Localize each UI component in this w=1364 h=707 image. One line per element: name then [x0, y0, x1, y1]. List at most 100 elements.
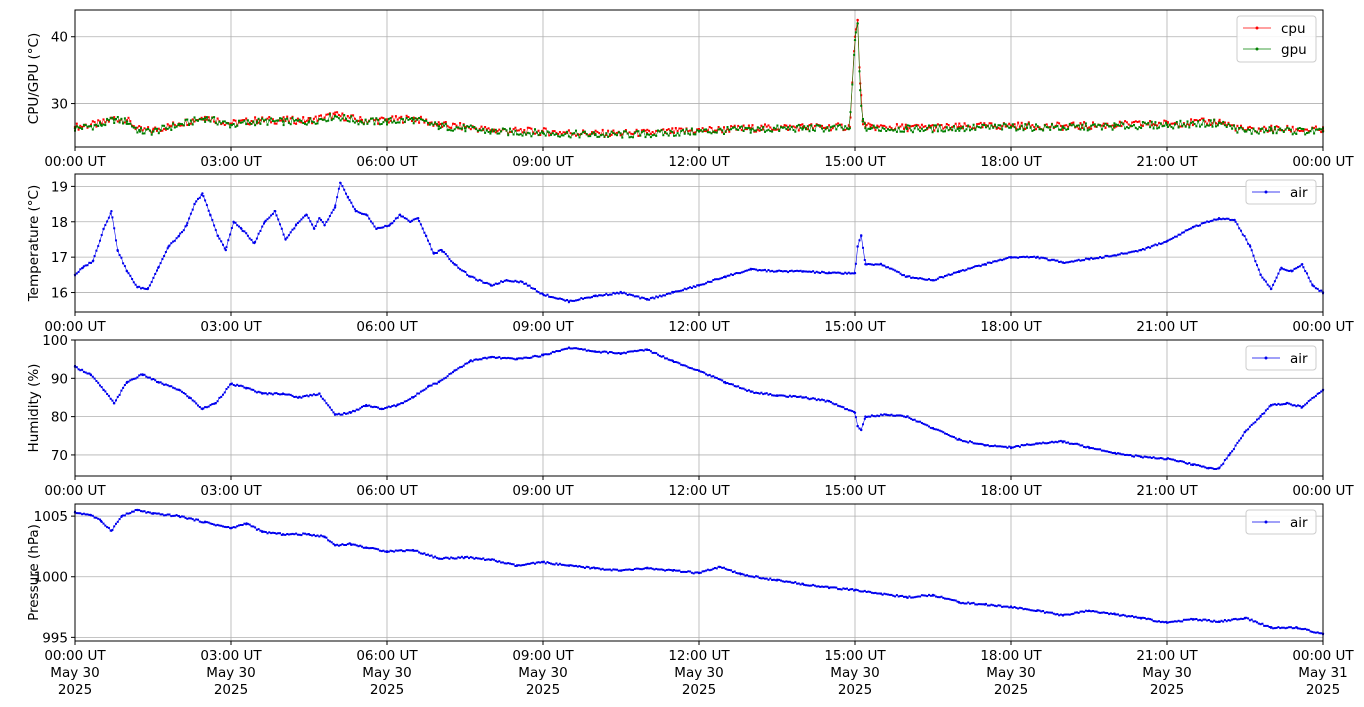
- data-point: [544, 294, 547, 297]
- data-point: [767, 578, 770, 581]
- data-point: [1293, 404, 1296, 407]
- data-point-anchor: [801, 582, 805, 586]
- data-point: [582, 348, 585, 351]
- data-point: [460, 555, 463, 558]
- data-point: [1109, 125, 1112, 128]
- data-point: [382, 121, 385, 124]
- data-point: [849, 272, 852, 275]
- data-point: [542, 353, 545, 356]
- data-point-anchor: [281, 533, 285, 536]
- data-point-anchor: [1295, 626, 1299, 629]
- data-point: [890, 128, 893, 131]
- data-point: [587, 349, 590, 352]
- data-point: [273, 120, 276, 123]
- data-point: [981, 123, 984, 126]
- data-point: [539, 132, 542, 135]
- data-point: [1268, 126, 1271, 129]
- data-point-anchor: [365, 546, 368, 549]
- data-point: [405, 217, 408, 220]
- data-point: [352, 114, 355, 117]
- data-point: [1240, 126, 1242, 129]
- data-point: [296, 117, 299, 120]
- data-point: [366, 404, 369, 407]
- data-point: [409, 549, 412, 552]
- data-point: [1165, 120, 1168, 123]
- data-point: [182, 229, 185, 232]
- data-point: [302, 532, 305, 535]
- data-point: [1199, 119, 1201, 121]
- data-point: [209, 404, 212, 407]
- data-point: [899, 414, 902, 417]
- data-point-anchor: [146, 287, 149, 291]
- data-point: [952, 271, 955, 274]
- data-point: [997, 259, 1000, 262]
- data-point-anchor: [167, 245, 170, 248]
- data-point: [1177, 126, 1180, 129]
- data-point: [603, 135, 606, 138]
- data-point: [1223, 459, 1226, 461]
- data-point: [1152, 456, 1155, 459]
- data-point: [1282, 129, 1285, 132]
- data-point: [817, 124, 820, 127]
- data-point-anchor: [359, 120, 363, 123]
- data-point-anchor: [1243, 130, 1247, 133]
- data-point: [988, 604, 991, 607]
- data-point: [1286, 126, 1289, 129]
- data-point: [214, 121, 217, 124]
- data-point: [1170, 125, 1173, 128]
- data-point: [466, 362, 469, 365]
- data-point: [548, 353, 551, 356]
- data-point: [557, 133, 560, 135]
- data-point: [897, 414, 900, 417]
- data-point: [1120, 125, 1123, 128]
- data-point: [687, 132, 690, 135]
- data-point: [1152, 127, 1155, 130]
- data-point: [482, 557, 485, 560]
- data-point: [952, 436, 955, 438]
- data-point: [633, 295, 636, 298]
- data-point: [1108, 255, 1111, 258]
- data-point: [487, 282, 490, 285]
- data-point: [828, 129, 831, 132]
- data-point: [82, 512, 85, 515]
- data-point: [1272, 403, 1275, 406]
- data-point-anchor: [619, 569, 623, 572]
- data-point: [1264, 127, 1267, 130]
- data-point: [564, 131, 567, 134]
- y-tick-label: 40: [51, 30, 68, 46]
- data-point: [1184, 462, 1187, 465]
- data-point: [494, 356, 497, 359]
- data-point: [1222, 122, 1225, 125]
- data-point: [478, 127, 481, 130]
- data-point: [591, 296, 593, 299]
- data-point: [1042, 610, 1045, 612]
- data-point: [977, 126, 980, 129]
- data-point: [764, 392, 766, 395]
- data-point: [1017, 607, 1020, 610]
- data-point-anchor: [203, 117, 207, 120]
- data-point-anchor: [567, 564, 571, 567]
- data-point: [1307, 400, 1310, 403]
- data-point: [496, 356, 499, 359]
- data-point: [1318, 289, 1321, 292]
- data-point: [942, 596, 945, 599]
- data-point: [576, 565, 579, 568]
- data-point: [1081, 127, 1084, 129]
- data-point: [1035, 128, 1037, 131]
- data-point: [785, 270, 788, 273]
- data-point: [416, 549, 419, 552]
- data-point: [562, 298, 565, 301]
- data-point: [1177, 460, 1180, 463]
- data-point: [1040, 610, 1043, 613]
- data-point: [1231, 218, 1234, 221]
- data-point: [1188, 618, 1191, 621]
- data-point: [910, 125, 913, 128]
- data-point: [487, 131, 490, 133]
- data-point: [967, 267, 970, 270]
- data-point: [156, 512, 158, 515]
- data-point: [890, 127, 893, 130]
- data-point: [254, 240, 257, 243]
- data-point-anchor: [1087, 446, 1091, 449]
- data-point: [1227, 619, 1230, 622]
- data-point: [569, 132, 572, 135]
